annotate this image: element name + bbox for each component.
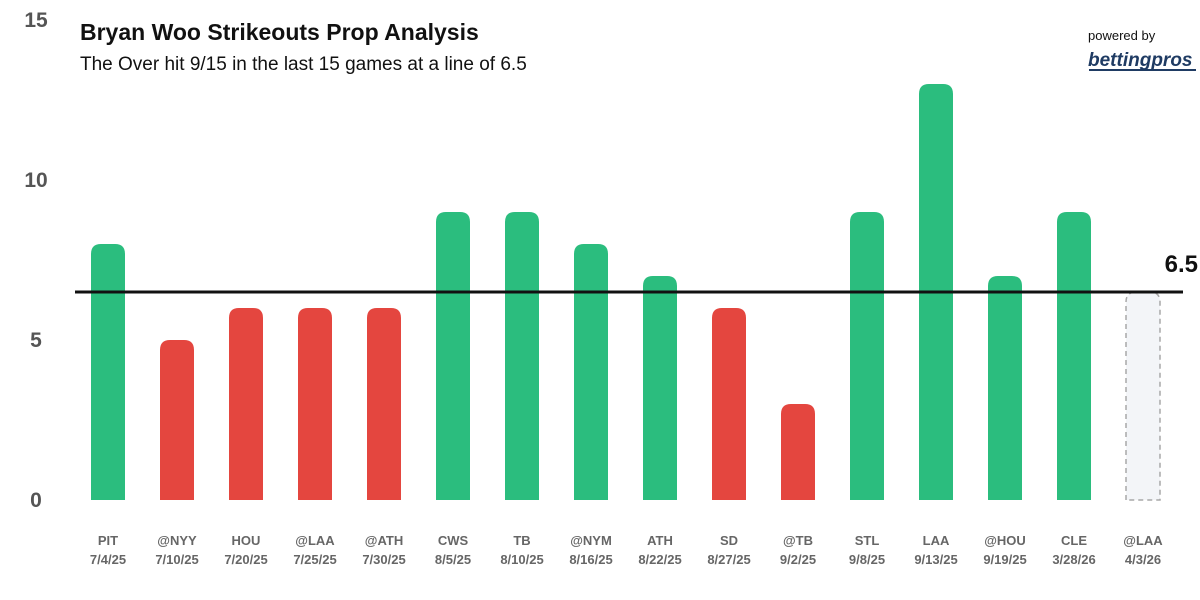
x-tick-label: HOU 7/20/25 xyxy=(224,533,267,567)
x-tick-date: 8/10/25 xyxy=(500,552,543,567)
x-tick-opponent: TB xyxy=(513,533,530,548)
x-tick-label: SD 8/27/25 xyxy=(707,533,750,567)
x-tick-label: STL 9/8/25 xyxy=(849,533,885,567)
x-tick-label: LAA 9/13/25 xyxy=(914,533,957,567)
x-tick-opponent: SD xyxy=(720,533,738,548)
x-tick-date: 8/5/25 xyxy=(435,552,471,567)
y-tick-label: 15 xyxy=(24,9,48,32)
bar-upcoming xyxy=(1125,291,1161,501)
bar-over xyxy=(574,244,608,500)
x-tick-date: 7/10/25 xyxy=(155,552,198,567)
x-tick-date: 7/25/25 xyxy=(293,552,336,567)
x-tick-date: 4/3/26 xyxy=(1125,552,1161,567)
x-tick-opponent: PIT xyxy=(98,533,118,548)
x-tick-opponent: @TB xyxy=(783,533,813,548)
x-tick-opponent: @NYY xyxy=(157,533,197,548)
bar-under xyxy=(229,308,263,500)
bettingpros-logo: bettingpros xyxy=(1088,50,1193,71)
x-tick-date: 7/4/25 xyxy=(90,552,126,567)
x-tick-opponent: @NYM xyxy=(570,533,612,548)
x-tick-label: @NYM 8/16/25 xyxy=(569,533,612,567)
x-tick-opponent: LAA xyxy=(923,533,950,548)
x-tick-date: 8/16/25 xyxy=(569,552,612,567)
x-tick-label: @TB 9/2/25 xyxy=(780,533,816,567)
x-tick-label: CLE 3/28/26 xyxy=(1052,533,1095,567)
bar-over xyxy=(436,212,470,500)
bar-under xyxy=(160,340,194,500)
y-tick-label: 5 xyxy=(30,329,42,352)
x-tick-label: @LAA 7/25/25 xyxy=(293,533,336,567)
x-tick-opponent: @LAA xyxy=(295,533,335,548)
bar-over xyxy=(1057,212,1091,500)
powered-by-text: powered by xyxy=(1088,28,1156,43)
bar-over xyxy=(505,212,539,500)
x-tick-opponent: @ATH xyxy=(365,533,403,548)
x-tick-date: 7/20/25 xyxy=(224,552,267,567)
bar-under xyxy=(367,308,401,500)
x-tick-date: 9/19/25 xyxy=(983,552,1026,567)
prop-line-label: 6.5 xyxy=(1165,251,1198,278)
bar-under xyxy=(781,404,815,500)
x-tick-label: ATH 8/22/25 xyxy=(638,533,681,567)
x-tick-label: @NYY 7/10/25 xyxy=(155,533,198,567)
x-tick-opponent: HOU xyxy=(232,533,261,548)
x-tick-label: CWS 8/5/25 xyxy=(435,533,471,567)
x-tick-label: PIT 7/4/25 xyxy=(90,533,126,567)
bar-over xyxy=(643,276,677,500)
chart-title: Bryan Woo Strikeouts Prop Analysis xyxy=(80,19,479,45)
x-tick-opponent: ATH xyxy=(647,533,673,548)
bar-under xyxy=(298,308,332,500)
y-tick-label: 0 xyxy=(30,489,42,512)
x-tick-date: 9/2/25 xyxy=(780,552,816,567)
bars xyxy=(91,84,1161,501)
x-tick-label: TB 8/10/25 xyxy=(500,533,543,567)
x-tick-label: @LAA 4/3/26 xyxy=(1123,533,1163,567)
x-tick-opponent: CWS xyxy=(438,533,469,548)
chart-subtitle: The Over hit 9/15 in the last 15 games a… xyxy=(80,54,527,75)
x-tick-date: 8/22/25 xyxy=(638,552,681,567)
y-axis: 0 5 10 15 xyxy=(24,9,48,512)
x-tick-opponent: STL xyxy=(855,533,880,548)
x-tick-opponent: @LAA xyxy=(1123,533,1163,548)
x-tick-opponent: CLE xyxy=(1061,533,1087,548)
x-tick-opponent: @HOU xyxy=(984,533,1026,548)
x-tick-date: 3/28/26 xyxy=(1052,552,1095,567)
bar-over xyxy=(91,244,125,500)
x-tick-date: 9/13/25 xyxy=(914,552,957,567)
x-tick-date: 7/30/25 xyxy=(362,552,405,567)
x-tick-date: 9/8/25 xyxy=(849,552,885,567)
x-tick-date: 8/27/25 xyxy=(707,552,750,567)
y-tick-label: 10 xyxy=(24,169,47,192)
x-axis: PIT 7/4/25 @NYY 7/10/25 HOU 7/20/25 @LAA 7/25/2… xyxy=(90,533,1163,567)
x-tick-label: @HOU 9/19/25 xyxy=(983,533,1026,567)
x-tick-label: @ATH 7/30/25 xyxy=(362,533,405,567)
bar-over xyxy=(850,212,884,500)
bar-over xyxy=(988,276,1022,500)
bar-under xyxy=(712,308,746,500)
